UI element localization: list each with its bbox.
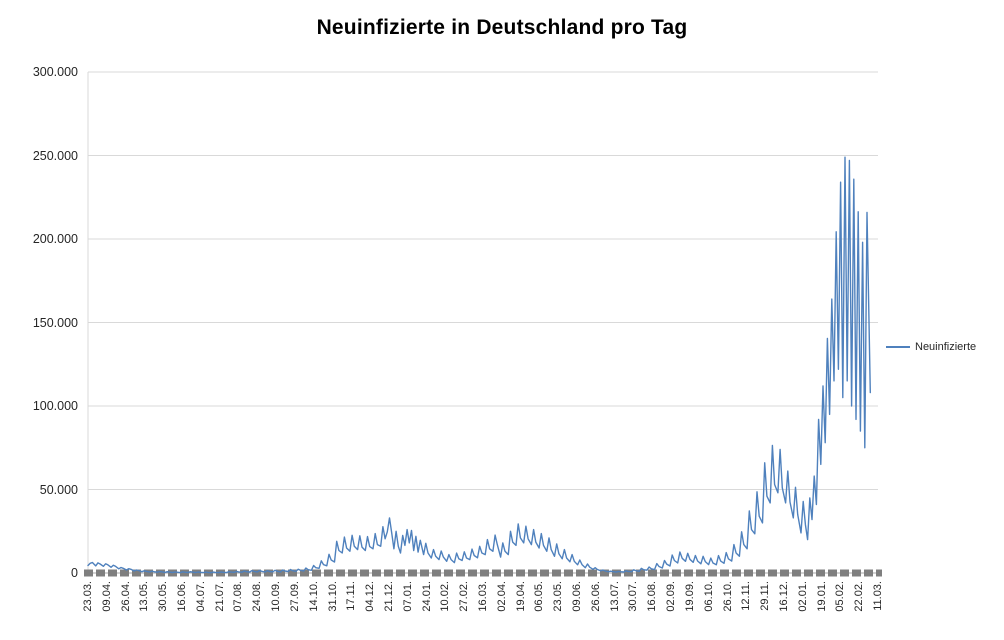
x-axis-tick-label: 19.04. — [514, 581, 527, 612]
legend-series-line-sample — [886, 346, 910, 348]
x-axis-tick-label: 23.03. — [82, 581, 94, 612]
y-axis-tick-label: 100.000 — [32, 399, 78, 413]
y-axis-tick-label: 250.000 — [32, 148, 78, 163]
y-axis-tick-label: 300.000 — [32, 65, 78, 79]
x-axis-tick-label: 13.07. — [608, 581, 621, 612]
x-axis-tick-label: 23.05. — [552, 581, 565, 612]
x-axis-tick-label: 22.02. — [853, 581, 866, 612]
x-axis-tick-label: 14.10. — [307, 581, 320, 612]
x-axis-tick-label: 16.08. — [646, 581, 659, 612]
x-axis-tick-label: 16.12. — [777, 581, 790, 612]
x-axis-tick-label: 07.08. — [232, 581, 245, 612]
x-axis-tick-label: 07.01. — [401, 581, 414, 612]
x-axis-tick-label: 12.11. — [740, 581, 753, 611]
x-axis-tick-label: 27.09. — [288, 581, 301, 612]
x-axis-tick-label: 29.11. — [759, 581, 772, 611]
legend: Neuinfizierte — [886, 341, 976, 353]
x-axis-tick-label: 04.07. — [194, 581, 207, 612]
x-axis-tick-label: 24.01. — [420, 581, 433, 612]
x-axis-tick-label: 24.08. — [251, 581, 264, 612]
x-axis-tick-label: 30.07. — [627, 581, 640, 612]
x-axis-tick-label: 10.09. — [270, 581, 283, 612]
x-axis-tick-label: 09.06. — [571, 581, 584, 612]
x-axis-tick-label: 10.02. — [439, 581, 452, 612]
y-axis-tick-label: 50.000 — [39, 482, 78, 497]
x-axis-tick-label: 27.02. — [458, 581, 471, 612]
x-axis-tick-label: 04.12. — [364, 581, 377, 612]
x-axis-tick-label: 13.05. — [138, 581, 151, 612]
y-axis-tick-label: 150.000 — [32, 315, 78, 330]
x-axis-tick-label: 16.03. — [477, 581, 489, 612]
x-axis-tick-label: 21.12. — [382, 581, 395, 612]
x-axis-tick-label: 06.10. — [702, 581, 715, 612]
x-axis-tick-label: 26.04. — [119, 581, 132, 612]
series-line-neuinfizierte — [87, 156, 871, 574]
x-axis-tick-label: 02.01. — [796, 581, 809, 612]
x-axis-tick-label: 17.11. — [345, 581, 358, 611]
x-axis-tick-label: 11.03. — [872, 581, 884, 611]
y-axis-tick-label: 200.000 — [32, 232, 78, 246]
x-axis-tick-label: 21.07. — [213, 581, 226, 612]
x-axis-tick-label: 26.10. — [721, 581, 734, 612]
x-axis-tick-label: 16.06. — [176, 581, 189, 612]
x-axis-tick-label: 02.09. — [665, 581, 678, 612]
x-axis-tick-label: 30.05. — [157, 581, 170, 612]
chart-title: Neuinfizierte in Deutschland pro Tag — [316, 16, 688, 39]
x-axis-tick-label: 06.05. — [533, 581, 546, 612]
legend-label: Neuinfizierte — [915, 341, 977, 353]
x-axis-tick-label: 19.09. — [683, 581, 696, 612]
x-axis-tick-label: 31.10. — [326, 581, 339, 612]
x-axis-tick-label: 05.02. — [834, 581, 847, 612]
x-axis-tick-label: 26.06. — [589, 581, 602, 612]
y-axis-tick-label: 0 — [71, 566, 78, 580]
x-axis-tick-label: 19.01. — [815, 581, 828, 612]
x-axis-tick-label: 02.04. — [495, 581, 508, 612]
x-axis-tick-label: 09.04. — [100, 581, 113, 612]
